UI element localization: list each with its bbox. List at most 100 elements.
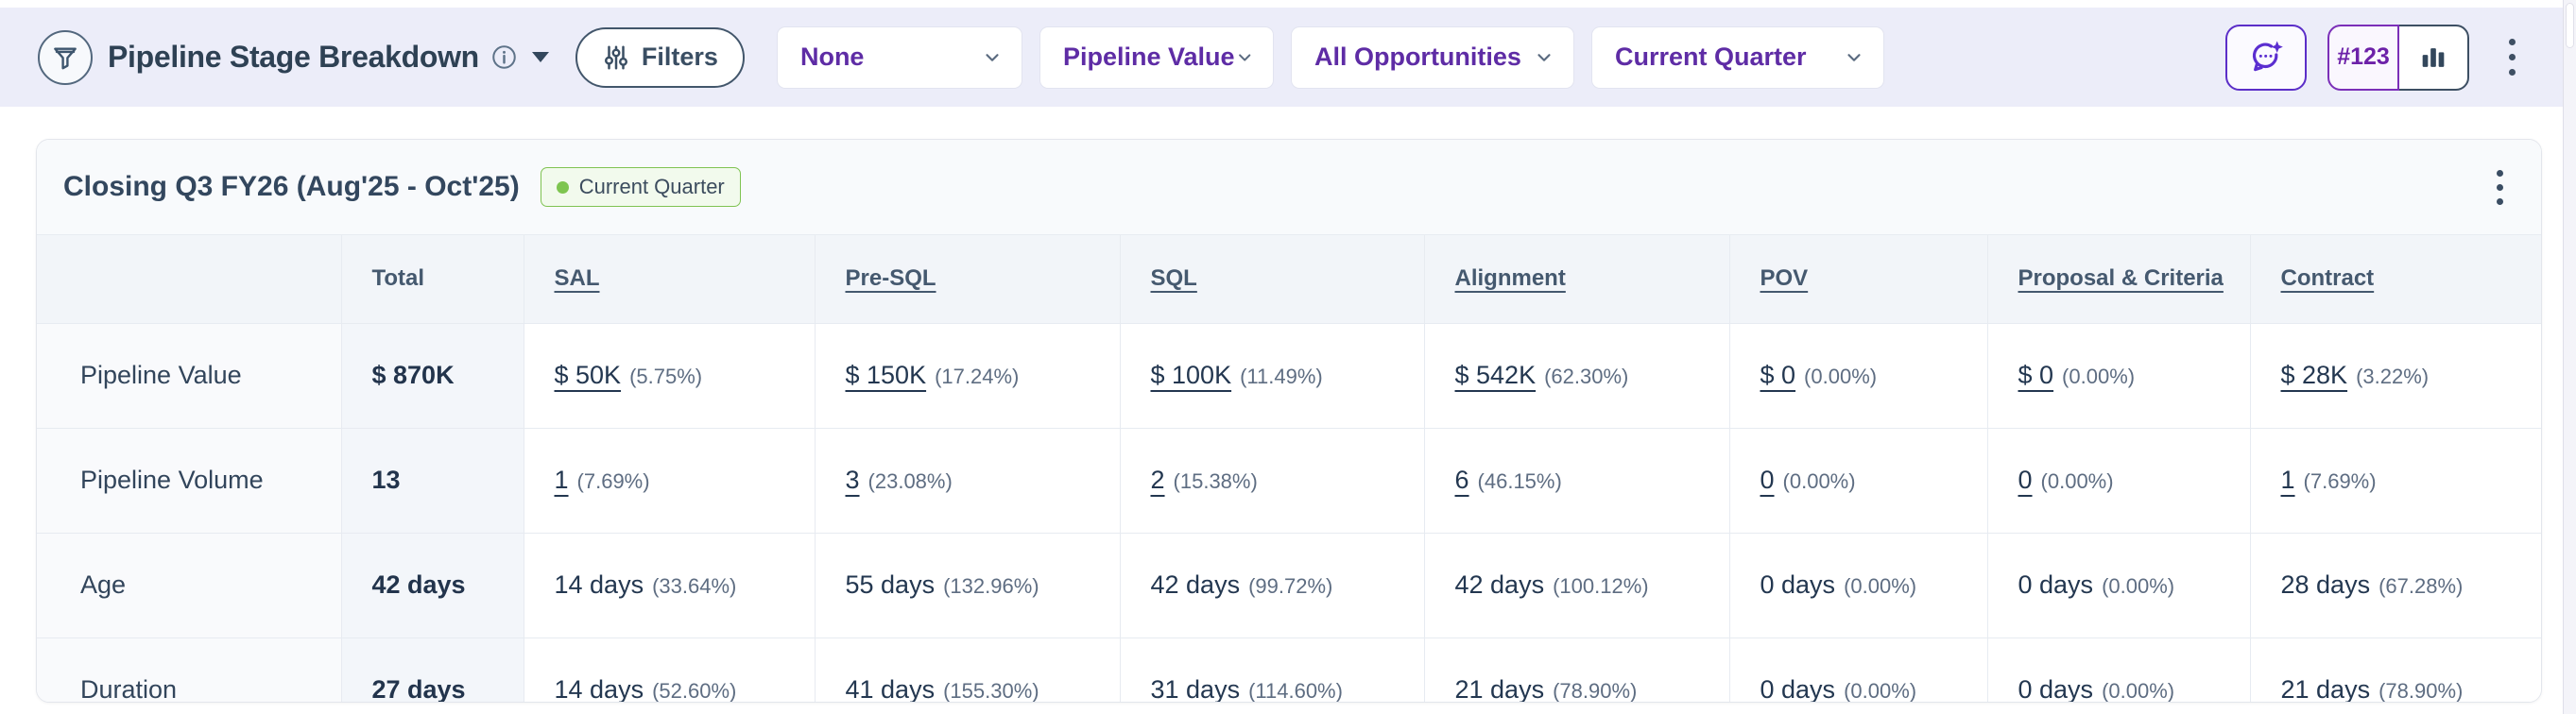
stage-percent: (78.90%) [2379, 679, 2464, 703]
stage-value-link[interactable]: $ 542K [1454, 361, 1537, 389]
column-header-proposal-criteria[interactable]: Proposal & Criteria [1986, 235, 2250, 323]
dropdown-value: All Opportunities [1314, 42, 1521, 71]
stage-value-link[interactable]: 0 [1760, 466, 1775, 494]
stage-value-link[interactable]: $ 50K [554, 361, 622, 389]
stage-cell: 1 (7.69%) [523, 427, 815, 533]
stage-cell: $ 0 (0.00%) [1728, 322, 1987, 428]
stage-value-link[interactable]: 1 [554, 466, 569, 494]
scrollbar-thumb[interactable] [2566, 3, 2574, 48]
dropdown-breakdown-none[interactable]: None [776, 26, 1022, 89]
column-header-alignment[interactable]: Alignment [1423, 235, 1729, 323]
page-scrollbar[interactable] [2563, 0, 2576, 714]
stage-value-link[interactable]: $ 0 [1760, 361, 1796, 389]
stage-value-link[interactable]: $ 28K [2280, 361, 2348, 389]
stage-cell: 0 (0.00%) [1728, 427, 1987, 533]
stage-cell: 0 days (0.00%) [1728, 532, 1987, 638]
ai-assistant-button[interactable] [2225, 24, 2307, 91]
stage-cell: 55 days (132.96%) [814, 532, 1120, 638]
stage-percent: (7.69%) [576, 469, 650, 493]
stage-value: 42 days [1150, 570, 1241, 599]
dropdown-opportunities[interactable]: All Opportunities [1290, 26, 1574, 89]
stage-percent: (0.00%) [2102, 679, 2175, 703]
stage-value-link[interactable]: 1 [2280, 466, 2295, 494]
stage-value: 14 days [554, 570, 644, 599]
row-label: Pipeline Volume [37, 427, 341, 533]
stage-value-link[interactable]: $ 100K [1150, 361, 1232, 389]
stage-cell: 6 (46.15%) [1423, 427, 1729, 533]
stage-cell: $ 542K (62.30%) [1423, 322, 1729, 428]
stage-cell: 21 days (78.90%) [2249, 637, 2541, 703]
column-header-label: Total [371, 265, 425, 292]
row-label: Duration [37, 637, 341, 702]
title-caret-icon[interactable] [531, 52, 549, 62]
column-header-label[interactable]: SAL [554, 265, 600, 292]
stage-percent: (132.96%) [943, 574, 1039, 598]
column-header-contract[interactable]: Contract [2249, 235, 2541, 323]
column-header-pov[interactable]: POV [1728, 235, 1987, 323]
column-header-total: Total [340, 235, 524, 323]
column-header-label[interactable]: Contract [2280, 265, 2375, 292]
chevron-down-icon [986, 53, 999, 61]
stage-cell: $ 100K (11.49%) [1119, 322, 1424, 428]
card-header: Closing Q3 FY26 (Aug'25 - Oct'25) Curren… [37, 140, 2541, 235]
table-row-duration: Duration 27 days 14 days (52.60%) 41 days (15… [37, 637, 2541, 703]
stage-percent: (11.49%) [1240, 365, 1323, 388]
stage-value-link[interactable]: $ 0 [2018, 361, 2054, 389]
stage-percent: (23.08%) [867, 469, 953, 493]
stage-percent: (5.75%) [629, 365, 703, 388]
table-row-age: Age 42 days 14 days (33.64%) 55 days (132.96%… [37, 532, 2541, 638]
column-header-sql[interactable]: SQL [1119, 235, 1424, 323]
card-menu-button[interactable] [2491, 164, 2509, 211]
bar-chart-icon [2422, 47, 2445, 67]
toolbar-menu-button[interactable] [2503, 33, 2521, 81]
stage-cell: 42 days (100.12%) [1423, 532, 1729, 638]
row-label: Age [37, 532, 341, 638]
table-row-pipeline-value: Pipeline Value $ 870K $ 50K (5.75%) $ 150K (1… [37, 322, 2541, 428]
chevron-down-icon [1847, 53, 1861, 61]
column-header-label[interactable]: Pre-SQL [845, 265, 936, 292]
column-header-pre-sql[interactable]: Pre-SQL [814, 235, 1120, 323]
stage-cell: 42 days (99.72%) [1119, 532, 1424, 638]
filters-button[interactable]: Filters [575, 26, 745, 88]
quarter-card: Closing Q3 FY26 (Aug'25 - Oct'25) Curren… [36, 139, 2542, 703]
stage-cell: 0 days (0.00%) [1728, 637, 1987, 702]
dropdown-metric[interactable]: Pipeline Value [1039, 26, 1274, 89]
stage-percent: (114.60%) [1248, 679, 1343, 703]
dropdown-period[interactable]: Current Quarter [1590, 26, 1884, 89]
column-header-label[interactable]: Alignment [1454, 265, 1566, 292]
stage-value: 0 days [2018, 570, 2094, 599]
stage-cell: $ 0 (0.00%) [1986, 322, 2250, 428]
metric-id-toggle[interactable]: #123 [2327, 24, 2399, 91]
table-corner-cell [37, 235, 341, 323]
stage-percent: (7.69%) [2303, 469, 2377, 493]
column-header-sal[interactable]: SAL [523, 235, 815, 323]
stage-percent: (0.00%) [2102, 574, 2175, 598]
filters-button-label: Filters [641, 42, 718, 71]
stage-value: 21 days [1454, 675, 1545, 703]
total-value: $ 870K [340, 322, 524, 428]
stage-percent: (0.00%) [1782, 469, 1856, 493]
card-title: Closing Q3 FY26 (Aug'25 - Oct'25) [63, 171, 520, 202]
funnel-icon [38, 29, 93, 85]
stage-percent: (17.24%) [935, 365, 1020, 388]
stage-cell: 28 days (67.28%) [2249, 532, 2541, 638]
stage-value-link[interactable]: 2 [1150, 466, 1165, 494]
info-icon[interactable] [491, 44, 517, 70]
stage-value: 28 days [2280, 570, 2371, 599]
badge-label: Current Quarter [578, 175, 725, 198]
stage-value-link[interactable]: 6 [1454, 466, 1469, 494]
stage-value-link[interactable]: $ 150K [845, 361, 927, 389]
stage-percent: (52.60%) [652, 679, 737, 703]
stage-percent: (0.00%) [2040, 469, 2114, 493]
column-header-label[interactable]: SQL [1150, 265, 1197, 292]
chart-view-toggle[interactable] [2397, 24, 2469, 91]
column-header-label[interactable]: Proposal & Criteria [2018, 265, 2224, 292]
stage-percent: (0.00%) [1844, 574, 1917, 598]
dropdown-value: None [799, 42, 865, 71]
column-header-label[interactable]: POV [1760, 265, 1809, 292]
stage-cell: $ 50K (5.75%) [523, 322, 815, 428]
stage-value-link[interactable]: 0 [2018, 466, 2033, 494]
stage-value: 0 days [2018, 675, 2094, 703]
stage-cell: 0 days (0.00%) [1986, 532, 2250, 638]
stage-value-link[interactable]: 3 [845, 466, 860, 494]
